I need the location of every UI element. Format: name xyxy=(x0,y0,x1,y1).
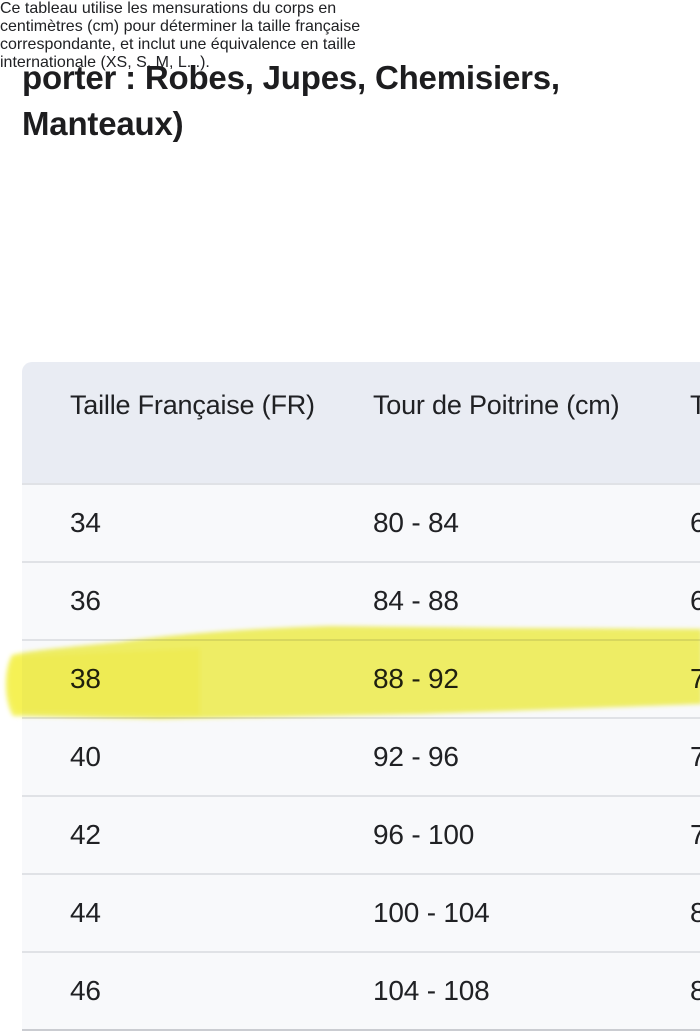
table-row-38-highlighted: 38 88 - 92 7 xyxy=(22,639,700,717)
cell-tour-poitrine: 88 - 92 xyxy=(373,663,459,694)
header-taille-fr: Taille Française (FR) xyxy=(70,390,315,420)
table-row-34: 34 80 - 84 6 xyxy=(22,483,700,561)
table-header-row: Taille Française (FR) Tour de Poitrine (… xyxy=(22,362,700,483)
cell-col3-clipped: 7 xyxy=(690,741,700,772)
table-row-40: 40 92 - 96 7 xyxy=(22,717,700,795)
cell-tour-poitrine: 96 - 100 xyxy=(373,819,475,850)
page-title-line-2: Manteaux) xyxy=(22,105,184,143)
cell-col3-clipped: 7 xyxy=(690,819,700,850)
cell-tour-poitrine: 92 - 96 xyxy=(373,741,459,772)
cell-col3-clipped: 7 xyxy=(690,663,700,694)
page-title: porter : Robes, Jupes, Chemisiers, Mante… xyxy=(22,55,662,147)
cell-col3-clipped: 8 xyxy=(690,975,700,1006)
cell-col3-clipped: 6 xyxy=(690,585,700,616)
cell-taille-fr: 44 xyxy=(70,897,101,928)
cell-tour-poitrine: 80 - 84 xyxy=(373,507,459,538)
cell-tour-poitrine: 84 - 88 xyxy=(373,585,459,616)
cell-taille-fr: 42 xyxy=(70,819,101,850)
cell-taille-fr: 36 xyxy=(70,585,101,616)
size-table: Taille Française (FR) Tour de Poitrine (… xyxy=(22,362,700,1031)
cell-taille-fr: 34 xyxy=(70,507,101,538)
intro-line: centimètres (cm) pour déterminer la tail… xyxy=(0,18,361,35)
table-row-44: 44 100 - 104 8 xyxy=(22,873,700,951)
intro-line: correspondante, et inclut une équivalenc… xyxy=(0,36,356,53)
cell-taille-fr: 38 xyxy=(70,663,101,694)
intro-line: internationale (XS, S, M, L...). xyxy=(0,54,210,71)
table-row-46: 46 104 - 108 8 xyxy=(22,951,700,1031)
cell-taille-fr: 46 xyxy=(70,975,101,1006)
cell-col3-clipped: 8 xyxy=(690,897,700,928)
size-table-viewport: Taille Française (FR) Tour de Poitrine (… xyxy=(22,362,700,1031)
cell-tour-poitrine: 100 - 104 xyxy=(373,897,490,928)
cell-tour-poitrine: 104 - 108 xyxy=(373,975,490,1006)
page-title-line-1: porter : Robes, Jupes, Chemisiers, xyxy=(22,59,560,97)
cell-col3-clipped: 6 xyxy=(690,507,700,538)
cell-taille-fr: 40 xyxy=(70,741,101,772)
header-col3-clipped: T xyxy=(690,390,700,420)
intro-line: Ce tableau utilise les mensurations du c… xyxy=(0,0,337,17)
header-tour-poitrine: Tour de Poitrine (cm) xyxy=(373,390,620,420)
table-row-36: 36 84 - 88 6 xyxy=(22,561,700,639)
table-row-42: 42 96 - 100 7 xyxy=(22,795,700,873)
